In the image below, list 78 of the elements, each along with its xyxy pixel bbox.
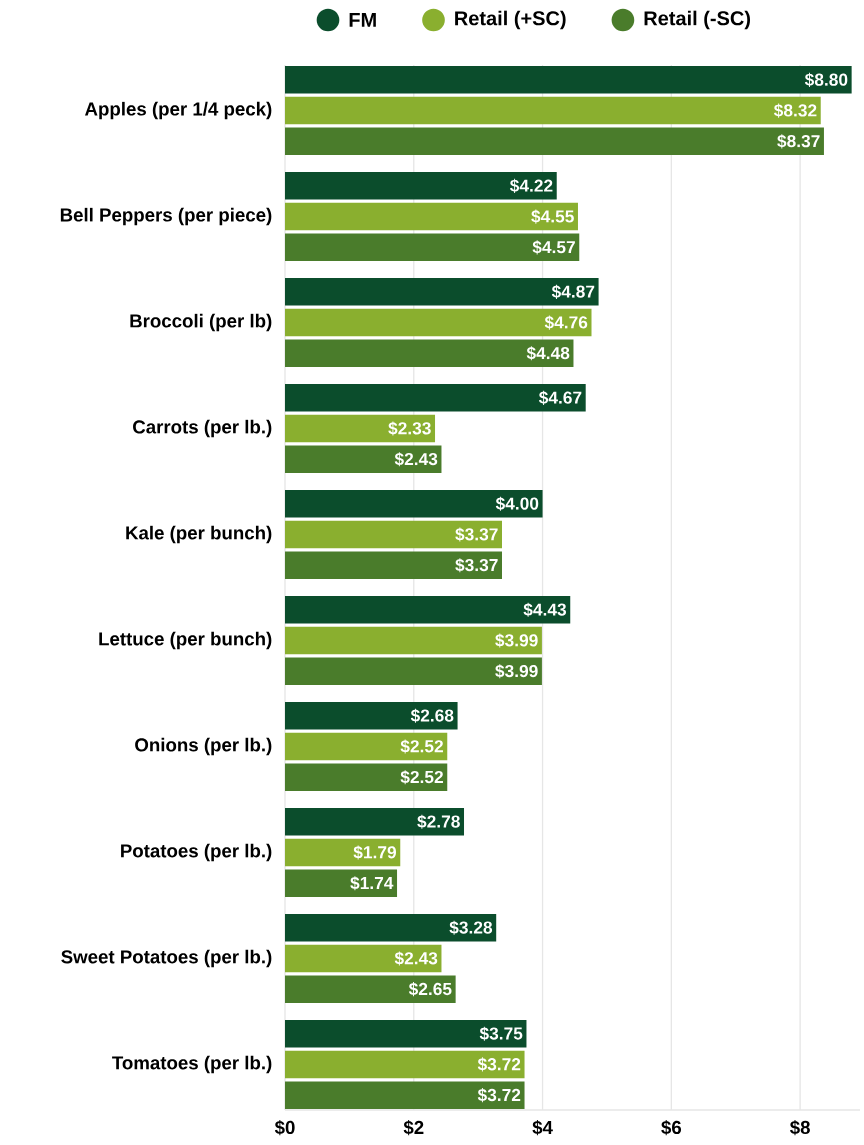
y-tick-label: Broccoli (per lb) <box>130 313 272 332</box>
bar <box>285 763 448 791</box>
data-label: $3.37 <box>455 558 498 573</box>
data-label: $2.68 <box>410 708 454 723</box>
data-label: $3.99 <box>495 633 538 648</box>
bar <box>285 551 502 580</box>
data-label: $3.72 <box>477 1057 521 1072</box>
x-tick-label: $2 <box>403 1120 424 1136</box>
data-label: $2.52 <box>400 770 443 785</box>
legend-label: Retail (+SC) <box>455 10 566 30</box>
data-label: $4.67 <box>538 390 582 405</box>
bar <box>285 414 436 443</box>
bar <box>285 233 580 262</box>
y-tick-label: Kale (per bunch) <box>126 525 272 544</box>
legend-label: Retail (-SC) <box>644 10 751 30</box>
data-label: $2.78 <box>417 814 460 829</box>
bar <box>285 384 586 412</box>
y-tick-label: Potatoes (per lb.) <box>121 843 272 862</box>
data-label: $4.48 <box>526 346 570 361</box>
data-label: $8.32 <box>773 103 817 118</box>
bar <box>285 202 578 231</box>
data-label: $2.43 <box>394 452 438 467</box>
x-tick-label: $6 <box>661 1120 682 1136</box>
bar <box>285 445 442 474</box>
y-tick-label: Apples (per 1/4 peck) <box>84 101 272 120</box>
data-label: $3.72 <box>477 1088 521 1103</box>
bar <box>285 1050 525 1079</box>
bar <box>285 838 401 867</box>
data-label: $4.76 <box>544 315 588 330</box>
y-tick-label: Onions (per lb.) <box>135 737 272 756</box>
data-label: $2.33 <box>388 421 431 436</box>
data-label: $4.43 <box>523 602 567 617</box>
bar <box>285 1019 527 1048</box>
data-label: $3.37 <box>455 527 498 542</box>
bar <box>285 96 821 125</box>
bar <box>285 595 571 624</box>
data-label: $4.87 <box>551 284 595 299</box>
bar <box>285 944 442 973</box>
bar <box>285 869 398 897</box>
bar <box>285 520 502 549</box>
bar <box>285 127 824 156</box>
data-label: $3.28 <box>449 920 493 935</box>
bar <box>285 172 557 200</box>
bar <box>285 807 465 836</box>
data-label: $4.22 <box>509 178 553 193</box>
y-tick-label: Bell Peppers (per piece) <box>60 207 272 226</box>
y-tick-label: Tomatoes (per lb.) <box>112 1055 272 1074</box>
data-label: $2.65 <box>408 982 452 997</box>
bar <box>285 626 542 655</box>
data-label: $3.99 <box>495 664 538 679</box>
data-label: $1.79 <box>353 845 397 860</box>
bar <box>285 1081 525 1109</box>
y-tick-label: Sweet Potatoes (per lb.) <box>61 949 272 968</box>
data-label: $4.55 <box>531 209 574 224</box>
bar <box>285 490 543 518</box>
y-tick-label: Carrots (per lb.) <box>133 419 272 438</box>
y-tick-label: Lettuce (per bunch) <box>99 631 272 650</box>
bar <box>285 278 599 306</box>
data-label: $2.43 <box>394 951 438 966</box>
data-label: $8.80 <box>804 72 848 87</box>
data-label: $3.75 <box>479 1026 523 1041</box>
bar <box>285 732 448 761</box>
bar <box>285 339 574 368</box>
data-label: $2.52 <box>400 739 443 754</box>
x-tick-label: $4 <box>532 1120 553 1136</box>
bar <box>285 701 458 730</box>
bar <box>285 66 852 94</box>
bar <box>285 657 542 686</box>
x-tick-label: $8 <box>790 1120 810 1136</box>
data-label: $1.74 <box>350 876 394 891</box>
data-label: $8.37 <box>777 134 820 149</box>
data-label: $4.57 <box>532 240 575 255</box>
data-label: $4.00 <box>495 496 539 511</box>
legend-label: FM <box>349 13 376 27</box>
bar <box>285 975 456 1003</box>
bar <box>285 308 592 337</box>
bar <box>285 913 497 942</box>
x-tick-label: $0 <box>274 1120 295 1136</box>
